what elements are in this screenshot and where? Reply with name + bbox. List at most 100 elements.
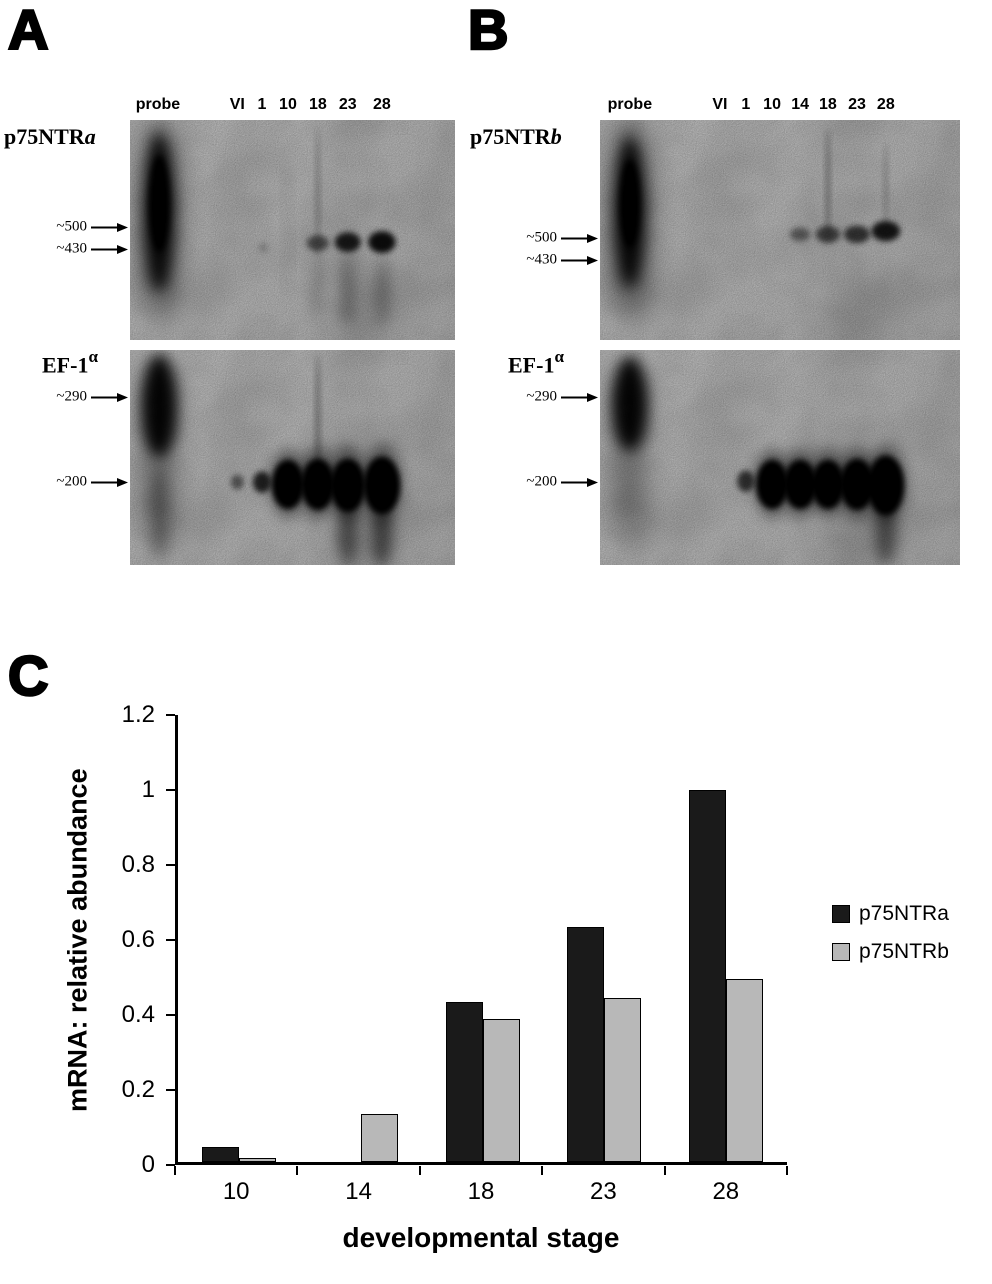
legend-label: p75NTRb (859, 940, 949, 963)
lane-label-28: 28 (372, 96, 391, 113)
marker-label: ~500 (526, 229, 557, 246)
arrow-icon (91, 392, 128, 402)
panel-b-lane-labels: probe VI 1 10 14 18 23 28 (600, 90, 960, 114)
bar-p75NTRb-stage-14 (360, 1113, 398, 1162)
legend-swatch (832, 943, 850, 961)
arrow-icon (561, 255, 598, 265)
bar-p75NTRa-stage-28 (689, 789, 727, 1162)
arrow-icon (91, 222, 128, 232)
legend-swatch (832, 905, 850, 923)
arrow-icon (561, 477, 598, 487)
gel-title-text: p75NTR (470, 124, 551, 149)
x-tick-10: 10 (222, 1178, 250, 1205)
bar-p75NTRb-stage-10 (238, 1158, 276, 1162)
legend-entry-p75NTRa: p75NTRa (832, 902, 949, 926)
lane-label-10: 10 (763, 96, 781, 113)
panel-b-top-gel (600, 120, 960, 340)
y-tick-1.2: 1.2 (121, 701, 155, 728)
lane-label-14: 14 (791, 96, 810, 113)
x-axis-ticks (174, 1166, 788, 1178)
arrow-icon (561, 233, 598, 243)
chart-legend: p75NTRa p75NTRb (832, 902, 949, 964)
marker-a-430: ~430 (38, 241, 128, 258)
arrow-icon (561, 392, 598, 402)
bar-group-stage-10 (201, 715, 276, 1162)
legend-entry-p75NTRb: p75NTRb (832, 940, 949, 964)
marker-b-290: ~290 (505, 389, 598, 406)
lane-label-10: 10 (279, 96, 297, 113)
lane-label-probe: probe (135, 96, 181, 113)
marker-label: ~290 (56, 388, 87, 405)
bar-p75NTRb-stage-18 (482, 1018, 520, 1162)
marker-label: ~290 (526, 388, 557, 405)
lane-label-23: 23 (338, 96, 357, 113)
gel-title-text: p75NTR (4, 124, 85, 149)
lane-label-1: 1 (741, 96, 751, 113)
x-axis-labels: 10 14 18 23 28 (175, 1178, 787, 1208)
y-tick-mark (166, 863, 175, 866)
y-tick-mark (166, 1089, 175, 1091)
lane-label-23: 23 (848, 96, 866, 113)
bar-p75NTRb-stage-23 (604, 998, 642, 1162)
panel-b-bottom-gel (600, 350, 960, 565)
bar-group-stage-18 (445, 715, 520, 1162)
bar-group-stage-23 (567, 715, 642, 1162)
y-tick-mark (166, 788, 175, 791)
y-tick-0.2: 0.2 (121, 1076, 155, 1103)
panel-b-bottom-gel-title: EF-1α (508, 347, 564, 378)
x-tick-mark (174, 1166, 176, 1175)
lane-label-VI: VI (712, 96, 728, 113)
marker-label: ~430 (56, 240, 87, 257)
chart-plot (175, 715, 787, 1165)
marker-label: ~200 (526, 473, 557, 490)
marker-b-500: ~500 (505, 230, 598, 247)
marker-a-290: ~290 (38, 389, 128, 406)
arrow-icon (91, 477, 128, 487)
x-tick-mark (663, 1166, 666, 1175)
y-tick-0.4: 0.4 (121, 1000, 155, 1028)
gel-title-variant: a (84, 124, 96, 149)
y-tick-0: 0 (141, 1151, 155, 1178)
panel-a-letter: A (7, 0, 50, 61)
bar-p75NTRa-stage-10 (201, 1147, 239, 1162)
panel-a-top-gel (130, 120, 455, 340)
x-axis-label: developmental stage (342, 1222, 620, 1253)
panel-a-lane-labels: probe VI 1 10 18 23 28 (130, 90, 455, 114)
gel-title-sup: α (554, 347, 564, 366)
x-tick-14: 14 (345, 1178, 372, 1205)
arrow-icon (91, 244, 128, 254)
panel-a-top-gel-image (130, 120, 455, 340)
marker-a-500: ~500 (38, 219, 128, 236)
bar-p75NTRa-stage-18 (445, 1001, 483, 1162)
gel-title-text: EF-1 (508, 352, 555, 378)
x-tick-mark (296, 1166, 299, 1175)
panel-b-top-gel-image (600, 120, 960, 340)
lane-label-VI: VI (229, 96, 245, 113)
y-tick-mark (166, 714, 175, 716)
marker-label: ~430 (526, 251, 557, 268)
marker-label: ~500 (56, 218, 87, 235)
lane-label-28: 28 (876, 96, 895, 113)
x-tick-23: 23 (590, 1178, 617, 1205)
panel-a-bottom-gel-title: EF-1α (42, 347, 98, 378)
lane-label-18: 18 (308, 96, 327, 113)
panel-b-top-gel-title: p75NTRb (470, 124, 562, 150)
x-tick-18: 18 (467, 1178, 495, 1205)
gel-title-text: EF-1 (42, 352, 89, 378)
panel-a-bottom-gel-image (130, 350, 455, 565)
marker-b-200: ~200 (505, 474, 598, 491)
marker-label: ~200 (56, 473, 87, 490)
y-tick-1: 1 (141, 775, 155, 803)
y-tick-0.8: 0.8 (121, 850, 155, 878)
bar-group-stage-28 (689, 715, 764, 1162)
x-tick-mark (786, 1166, 788, 1175)
y-axis-ticks: 1.2 1 0.8 0.6 0.4 0.2 0 (0, 701, 175, 1178)
panel-b-bottom-gel-image (600, 350, 960, 565)
bar-p75NTRb-stage-28 (726, 979, 764, 1162)
gel-title-sup: α (88, 347, 98, 366)
y-tick-mark (166, 1013, 175, 1016)
bar-group-stage-14 (324, 715, 398, 1162)
y-tick-mark (166, 1164, 175, 1166)
panel-a-bottom-gel (130, 350, 455, 565)
